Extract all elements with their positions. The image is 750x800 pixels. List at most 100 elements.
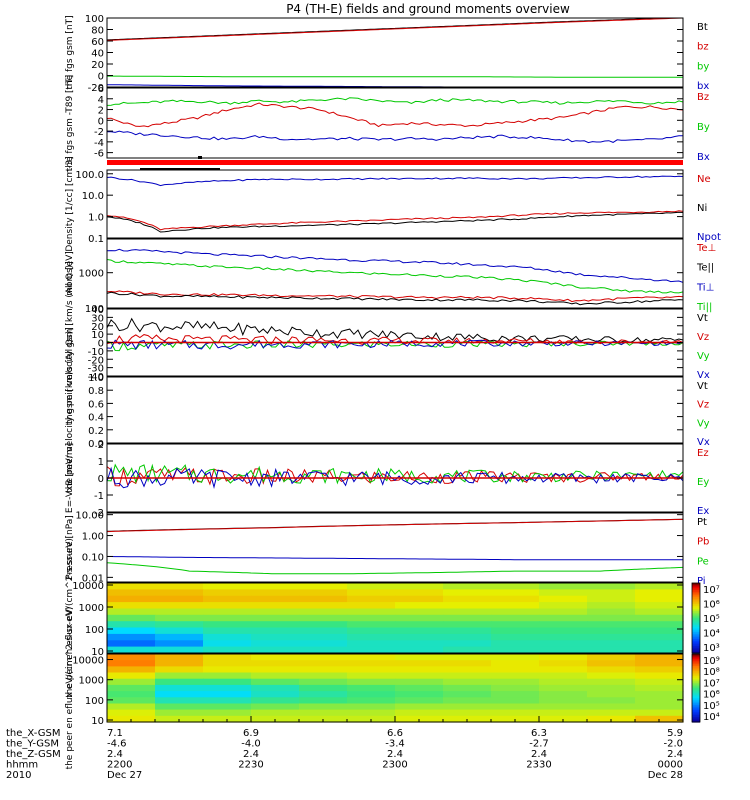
- xaxis-row-value: 7.1: [107, 728, 123, 739]
- colorbar-tick-label: 10⁷: [703, 585, 720, 596]
- heatmap-cell: [491, 703, 540, 711]
- heatmap-cell: [155, 646, 204, 654]
- heatmap-cell: [155, 684, 204, 692]
- heatmap-cell: [155, 595, 204, 603]
- heatmap-cell: [635, 608, 684, 616]
- legend-entry: Vy: [697, 351, 710, 362]
- y-tick-label: 0.4: [88, 413, 104, 424]
- legend-entry: Ez: [697, 448, 709, 459]
- series-te-line: [106, 291, 684, 306]
- y-axis-label: mom [eV]: [65, 251, 75, 296]
- y-tick-label: 10: [91, 330, 104, 341]
- heatmap-cell: [251, 633, 300, 641]
- heatmap-cell: [491, 633, 540, 641]
- colorbar-segment: [692, 662, 700, 665]
- heatmap-cell: [443, 684, 492, 692]
- xaxis-row-value: 2.4: [243, 749, 259, 760]
- colorbar-segment: [692, 586, 700, 589]
- heatmap-cell: [587, 627, 636, 635]
- series-bz-line: [106, 102, 684, 128]
- heatmap-cell: [539, 614, 588, 622]
- xaxis-row-value: 6.6: [387, 728, 403, 739]
- y-tick-label: 20: [91, 322, 104, 333]
- series-te-line: [106, 290, 684, 303]
- colorbar-segment: [692, 598, 700, 602]
- y-tick-label: 6: [98, 84, 104, 95]
- legend-entry: Pt: [697, 517, 707, 528]
- heatmap-cell: [443, 640, 492, 648]
- xaxis-row-value: 2.4: [107, 749, 123, 760]
- colorbar-segment: [692, 713, 700, 716]
- heatmap-cell: [203, 666, 252, 674]
- heatmap-cell: [107, 672, 156, 680]
- series-ti-line: [106, 259, 684, 294]
- xaxis-row-value: 6.3: [531, 728, 547, 739]
- y-axis-label: the peer en eflux eV/(cm^2-s-sr-eV): [65, 607, 75, 770]
- heatmap-cell: [635, 697, 684, 705]
- heatmap-cell: [539, 703, 588, 711]
- heatmap-cell: [347, 672, 396, 680]
- legend-entry: Pi: [697, 576, 706, 587]
- heatmap-cell: [251, 595, 300, 603]
- heatmap-cell: [539, 666, 588, 674]
- y-tick-label: 4: [98, 95, 104, 106]
- colorbar-segment: [692, 649, 700, 652]
- heatmap-cell: [251, 608, 300, 616]
- heatmap-cell: [347, 640, 396, 648]
- heatmap-cell: [347, 595, 396, 603]
- y-tick-label: 40: [91, 49, 104, 60]
- heatmap-cell: [251, 640, 300, 648]
- colorbar-segment: [692, 591, 700, 595]
- heatmap-cell: [395, 697, 444, 705]
- y-tick-label: -10: [88, 347, 104, 358]
- heatmap-cell: [155, 691, 204, 698]
- heatmap-cell: [347, 654, 396, 661]
- colorbar-tick-label: 10⁴: [703, 712, 720, 723]
- heatmap-cell: [443, 614, 492, 622]
- colorbar-tick-label: 10⁹: [703, 656, 720, 667]
- heatmap-cell: [587, 583, 636, 590]
- heatmap-cell: [155, 640, 204, 648]
- heatmap-cell: [251, 709, 300, 717]
- heatmap-cell: [491, 627, 540, 635]
- y-tick-label: 10.00: [75, 511, 104, 522]
- colorbar-segment: [692, 676, 700, 679]
- y-tick-label: 1.0: [88, 373, 104, 384]
- colorbar-segment: [692, 623, 700, 626]
- heatmap-cell: [635, 646, 684, 654]
- heatmap-cell: [635, 691, 684, 698]
- heatmap-cell: [155, 602, 204, 610]
- y-tick-label: -6: [94, 149, 104, 160]
- heatmap-cell: [203, 633, 252, 641]
- legend-entry: Vz: [697, 332, 709, 343]
- heatmap-cell: [203, 627, 252, 635]
- heatmap-cell: [299, 589, 348, 597]
- heatmap-cell: [299, 627, 348, 635]
- y-tick-label: 0.2: [88, 426, 104, 437]
- series-by-line: [106, 97, 684, 106]
- heatmap-cell: [539, 595, 588, 603]
- heatmap-cell: [539, 684, 588, 692]
- colorbar-tick-label: 10⁵: [703, 614, 720, 625]
- heatmap-cell: [587, 672, 636, 680]
- heatmap-cell: [587, 684, 636, 692]
- y-tick-label: -2: [94, 127, 104, 138]
- xaxis-row-value: 2.4: [531, 749, 547, 760]
- heatmap-cell: [203, 646, 252, 654]
- heatmap-cell: [395, 595, 444, 603]
- heatmap-cell: [347, 614, 396, 622]
- heatmap-cell: [491, 608, 540, 616]
- heatmap-cell: [299, 678, 348, 686]
- heatmap-cell: [251, 589, 300, 597]
- legend-entry: Ni: [697, 203, 707, 214]
- legend-entry: Ne: [697, 174, 711, 185]
- xaxis-row-value: 5.9: [667, 728, 683, 739]
- y-tick-label: 30: [91, 313, 104, 324]
- heatmap-cell: [587, 614, 636, 622]
- heatmap-cell: [539, 640, 588, 648]
- y-axis-label: the fgs gsm [nT]: [65, 15, 75, 89]
